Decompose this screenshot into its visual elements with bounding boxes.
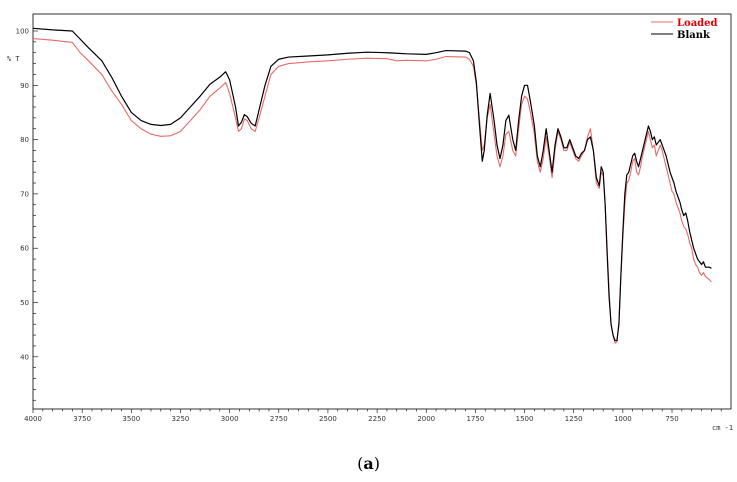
y-tick-label: 100 <box>16 28 29 36</box>
x-tick-label: 1500 <box>516 415 534 423</box>
x-tick-label: 4000 <box>24 415 42 423</box>
x-tick-label: 3750 <box>73 415 91 423</box>
x-tick-label: 1250 <box>565 415 583 423</box>
plot-frame <box>32 13 732 410</box>
x-tick-label: 3250 <box>172 415 190 423</box>
y-tick-label: 70 <box>20 190 29 198</box>
x-tick-label: 2250 <box>368 415 386 423</box>
y-tick-label: 80 <box>20 136 29 144</box>
x-tick-label: 3000 <box>221 415 239 423</box>
y-tick-label: 50 <box>20 299 29 307</box>
legend: Loaded Blank <box>651 18 718 41</box>
x-tick-label: 2000 <box>417 415 435 423</box>
x-tick-label: 2500 <box>319 415 337 423</box>
figure-caption: (a) <box>0 454 737 473</box>
legend-label-loaded: Loaded <box>677 18 718 29</box>
caption-open: ( <box>357 454 364 473</box>
y-axis-ticks: 100 90 80 70 60 50 40 <box>16 28 38 401</box>
x-tick-label: 1000 <box>614 415 632 423</box>
x-tick-label: 1750 <box>466 415 484 423</box>
x-tick-label: 3500 <box>122 415 140 423</box>
x-axis-label: cm -1 <box>712 424 733 432</box>
ftir-chart: 4000 3750 3500 3250 3000 2750 2500 2250 2000 1750… <box>7 13 733 432</box>
x-tick-label: 2750 <box>270 415 288 423</box>
caption-letter: a <box>363 454 374 473</box>
x-tick-label: 750 <box>665 415 678 423</box>
y-tick-label: 40 <box>20 353 29 361</box>
y-tick-label: 60 <box>20 245 29 253</box>
y-axis-label: % T <box>7 55 20 63</box>
x-axis-ticks: 4000 3750 3500 3250 3000 2750 2500 2250 2000 1750… <box>24 409 722 423</box>
series-line-blank <box>32 27 712 342</box>
series-layer <box>32 27 712 344</box>
legend-label-blank: Blank <box>677 30 711 41</box>
y-tick-label: 90 <box>20 82 29 90</box>
caption-close: ) <box>373 454 380 473</box>
